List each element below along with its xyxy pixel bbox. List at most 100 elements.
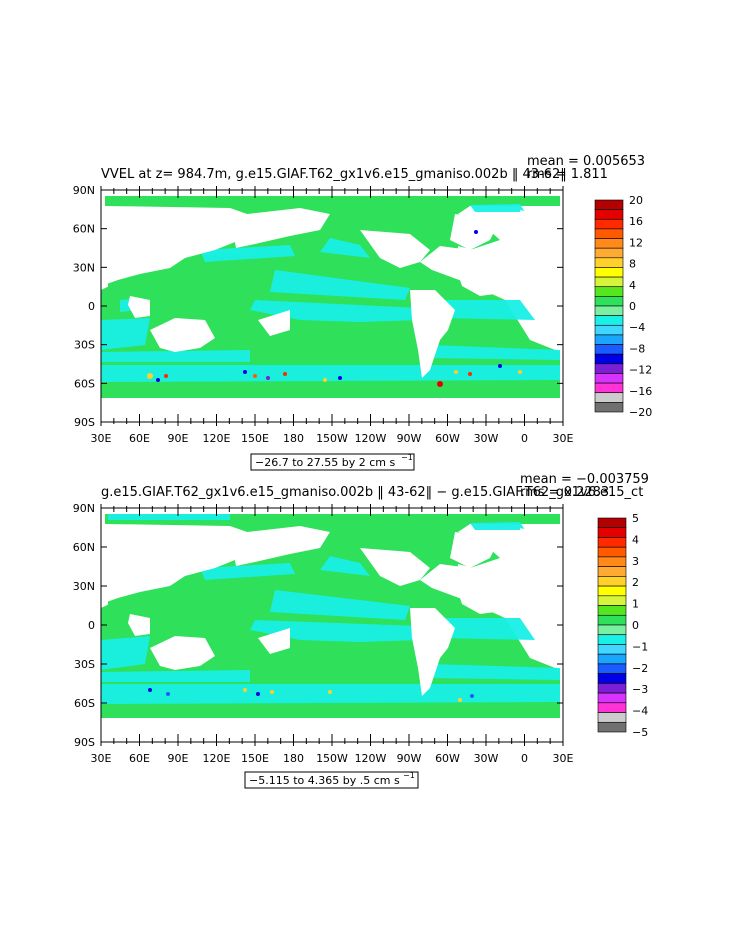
lon-tick-label: 90E xyxy=(168,432,189,445)
lat-tick-label: 60N xyxy=(73,541,95,554)
colorbar-label: 12 xyxy=(629,236,643,249)
colorbar-label: 5 xyxy=(632,512,639,525)
lat-tick-label: 60N xyxy=(73,223,95,236)
panel-1-colorbar: 20 16 12 8 4 0 −4 −8 −12 −16 −20 xyxy=(594,194,652,419)
colorbar-swatch xyxy=(594,344,624,355)
panel-2-rms: rms = 0.2283 xyxy=(520,485,609,500)
colorbar-swatch xyxy=(594,305,624,316)
lat-tick-label: 0 xyxy=(88,300,95,313)
colorbar-swatch xyxy=(597,556,627,567)
colorbar-swatch xyxy=(597,566,627,577)
colorbar-swatch xyxy=(594,353,624,365)
panel-2-mean: mean = −0.003759 xyxy=(520,472,649,487)
lon-tick-label: 30E xyxy=(553,752,574,765)
lon-tick-label: 30W xyxy=(474,432,499,445)
lon-tick-label: 30W xyxy=(474,752,499,765)
panel-1-hotspots xyxy=(147,230,522,387)
colorbar-swatch xyxy=(597,576,627,587)
lon-tick-label: 150W xyxy=(316,752,348,765)
panel-1-range-exp: −1 xyxy=(401,453,413,462)
colorbar-swatch xyxy=(597,527,627,538)
colorbar-label: 2 xyxy=(632,576,639,589)
colorbar-swatch xyxy=(594,276,624,288)
lon-tick-label: 30E xyxy=(91,432,112,445)
colorbar-swatch xyxy=(597,595,627,606)
colorbar-label: 0 xyxy=(632,619,639,632)
colorbar-swatch xyxy=(597,546,627,558)
lat-tick-label: 90N xyxy=(73,184,95,197)
lon-tick-label: 120E xyxy=(203,432,231,445)
lon-tick-label: 120E xyxy=(203,752,231,765)
panel-2-arctic xyxy=(105,514,560,524)
colorbar-label: 4 xyxy=(632,533,639,546)
colorbar-label: 1 xyxy=(632,598,639,611)
panel-2-land xyxy=(101,524,560,740)
lon-tick-label: 120W xyxy=(355,432,387,445)
panel-2-range-exp: −1 xyxy=(403,771,415,780)
lon-tick-label: 0 xyxy=(521,752,528,765)
colorbar-label: −5 xyxy=(632,726,648,739)
colorbar-swatch xyxy=(597,517,627,529)
lat-tick-label: 30N xyxy=(73,580,95,593)
panel-2-title: g.e15.GIAF.T62_gx1v6.e15_gmaniso.002b ‖ … xyxy=(101,485,643,500)
colorbar-label: 3 xyxy=(632,555,639,568)
lon-tick-label: 120W xyxy=(355,752,387,765)
colorbar-swatch xyxy=(597,692,627,704)
colorbar-swatch xyxy=(594,363,624,374)
lon-tick-label: 60W xyxy=(435,432,460,445)
lon-tick-label: 60W xyxy=(435,752,460,765)
colorbar-swatch xyxy=(597,663,627,674)
colorbar-swatch xyxy=(594,199,624,210)
colorbar-swatch xyxy=(597,683,627,694)
lat-tick-label: 90S xyxy=(74,736,95,749)
panel-2-cyan-bands xyxy=(101,514,560,704)
lat-tick-label: 30N xyxy=(73,261,95,274)
colorbar-swatch xyxy=(594,209,624,220)
lon-tick-label: 60E xyxy=(129,752,150,765)
colorbar-label: −12 xyxy=(629,364,652,377)
colorbar-swatch xyxy=(594,218,624,230)
colorbar-swatch xyxy=(597,605,627,616)
colorbar-swatch xyxy=(594,247,624,259)
panel-2-map xyxy=(100,507,564,743)
panel-1-range-box: −26.7 to 27.55 by 2 cm s −1 xyxy=(250,453,415,471)
lat-tick-label: 60S xyxy=(74,377,95,390)
panel-2-lon-axis: 30E 60E 90E 120E 150E 180 150W 120W 90W 60W 30W 0 30… xyxy=(91,504,574,765)
lon-tick-label: 30E xyxy=(553,432,574,445)
panel-1-range: −26.7 to 27.55 by 2 cm s xyxy=(255,456,395,469)
lat-tick-label: 30S xyxy=(74,658,95,671)
colorbar-label: 4 xyxy=(629,279,636,292)
lon-tick-label: 150E xyxy=(241,752,269,765)
colorbar-swatch xyxy=(597,634,627,645)
colorbar-swatch xyxy=(594,238,624,249)
colorbar-swatch xyxy=(594,315,624,326)
lon-tick-label: 90W xyxy=(397,752,422,765)
colorbar-swatch xyxy=(594,257,624,268)
colorbar-swatch xyxy=(594,382,624,394)
colorbar-swatch xyxy=(594,296,624,307)
panel-2-lat-axis: 90N 60N 30N 0 30S 60S 90S xyxy=(73,502,563,749)
panel-1-lon-axis: 30E 60E 90E 120E 150E 180 150W 120W 90W 60W 30W 0 30… xyxy=(91,186,574,445)
panel-2-range-box: −5.115 to 4.365 by .5 cm s −1 xyxy=(244,771,419,789)
colorbar-swatch xyxy=(597,585,627,597)
panel-2-colorbar: 5 4 3 2 1 0 −1 −2 −3 −4 −5 xyxy=(597,512,648,739)
panel-1: VVEL at z= 984.7m, g.e15.GIAF.T62_gx1v6.… xyxy=(73,154,652,471)
panel-1-land xyxy=(101,206,560,420)
colorbar-swatch xyxy=(597,644,627,655)
colorbar-label: −2 xyxy=(632,662,648,675)
lon-tick-label: 30E xyxy=(91,752,112,765)
lat-tick-label: 90S xyxy=(74,416,95,429)
colorbar-swatch xyxy=(597,653,627,665)
colorbar-swatch xyxy=(594,324,624,336)
lon-tick-label: 0 xyxy=(521,432,528,445)
colorbar-label: 20 xyxy=(629,194,643,207)
colorbar-label: −4 xyxy=(629,321,645,334)
colorbar-swatch xyxy=(594,334,624,345)
colorbar-swatch xyxy=(597,614,627,626)
lat-tick-label: 90N xyxy=(73,502,95,515)
panel-1-rms: rms = 1.811 xyxy=(527,167,608,182)
lat-tick-label: 30S xyxy=(74,339,95,352)
colorbar-swatch xyxy=(594,373,624,384)
panel-1-map xyxy=(100,189,564,423)
